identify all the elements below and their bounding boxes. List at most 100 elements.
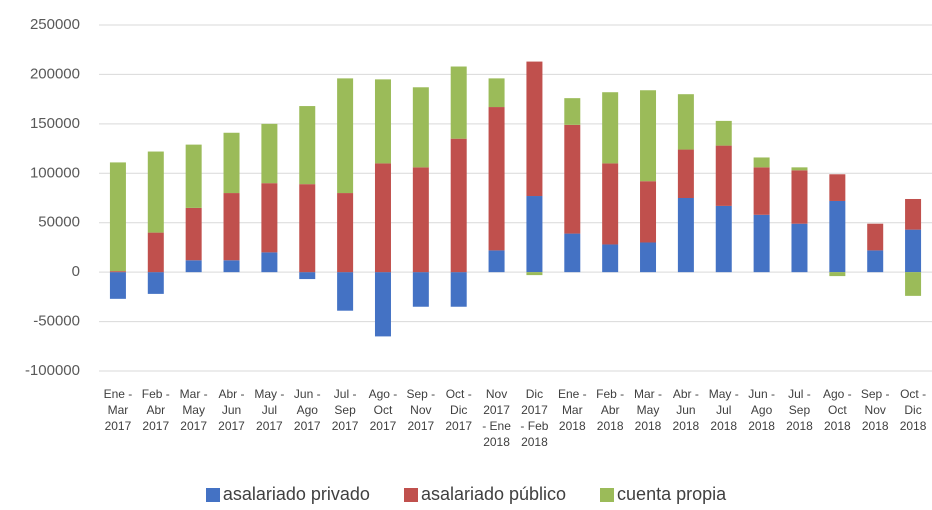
bar	[526, 196, 543, 273]
bar	[526, 272, 543, 276]
bar	[677, 94, 694, 150]
x-tick-label: Dic 2017 - Feb 2018	[520, 387, 549, 449]
bar	[640, 90, 657, 182]
bar	[261, 123, 278, 184]
bar	[602, 92, 619, 164]
legend-item: cuenta propia	[600, 484, 726, 505]
x-tick-label: Jun - Ago 2017	[293, 387, 321, 433]
bar	[299, 184, 316, 273]
legend-item: asalariado privado	[205, 484, 370, 505]
x-tick-label: Sep - Nov 2017	[406, 387, 436, 433]
bar	[602, 244, 619, 273]
bar	[829, 174, 846, 201]
bar	[223, 193, 240, 261]
legend-item: asalariado público	[403, 484, 566, 505]
bar	[374, 79, 391, 164]
bar	[677, 198, 694, 273]
bar	[185, 207, 202, 261]
x-tick-label: Ago - Oct 2017	[368, 387, 398, 433]
bar	[109, 271, 126, 273]
bar	[337, 78, 354, 194]
bar	[602, 163, 619, 245]
x-tick-label: Jul - Sep 2017	[331, 387, 359, 433]
y-tick-label: 50000	[38, 214, 80, 231]
bar	[147, 151, 164, 233]
bar	[715, 145, 732, 206]
bar	[640, 242, 657, 273]
y-tick-label: -50000	[33, 313, 80, 330]
bar	[374, 163, 391, 273]
bar	[905, 272, 922, 296]
x-tick-label: Ene - Mar 2017	[103, 387, 133, 433]
x-tick-label: May - Jul 2018	[708, 387, 739, 433]
x-tick-label: Jul - Sep 2018	[786, 387, 813, 433]
bar	[791, 223, 808, 273]
bar	[412, 167, 429, 273]
x-tick-label: Abr - Jun 2017	[218, 387, 245, 433]
bar	[147, 272, 164, 294]
bar	[147, 232, 164, 273]
bar	[299, 272, 316, 280]
y-tick-label: 100000	[30, 164, 80, 181]
bar	[867, 250, 884, 273]
bar	[261, 252, 278, 273]
bar	[488, 107, 505, 251]
x-tick-label: Mar - May 2017	[179, 387, 208, 433]
legend-swatch	[403, 487, 418, 502]
bar	[412, 272, 429, 307]
x-tick-label: Jun - Ago 2018	[748, 387, 775, 433]
x-tick-label: Mar - May 2018	[634, 387, 663, 433]
bar	[185, 144, 202, 208]
x-tick-label: Feb - Abr 2018	[596, 387, 625, 433]
y-tick-label: -100000	[25, 362, 80, 379]
bar	[829, 200, 846, 273]
bar	[185, 260, 202, 273]
bar	[450, 138, 467, 273]
bar	[564, 124, 581, 234]
x-tick-label: Oct - Dic 2017	[445, 387, 473, 433]
legend-swatch	[205, 487, 220, 502]
bar	[753, 157, 770, 168]
bar	[867, 223, 884, 251]
bar	[564, 98, 581, 125]
bar	[223, 260, 240, 273]
bar	[753, 167, 770, 215]
bar	[791, 170, 808, 224]
x-tick-label: Oct - Dic 2018	[899, 387, 927, 433]
y-tick-label: 150000	[30, 115, 80, 132]
legend-label: asalariado privado	[222, 484, 370, 504]
legend-swatch	[600, 487, 615, 502]
bar	[526, 61, 543, 197]
bar	[223, 132, 240, 194]
bar	[905, 229, 922, 273]
bar	[299, 106, 316, 185]
bar	[374, 272, 391, 337]
legend-label: cuenta propia	[617, 484, 727, 504]
bar	[753, 214, 770, 273]
bar	[715, 120, 732, 146]
x-tick-label: Ene - Mar 2018	[557, 387, 587, 433]
bar	[488, 250, 505, 273]
x-tick-label: Sep - Nov 2018	[860, 387, 890, 433]
x-tick-label: Ago - Oct 2018	[822, 387, 852, 433]
x-tick-label: Nov 2017 - Ene 2018	[482, 387, 511, 449]
bar	[412, 87, 429, 168]
bar	[677, 149, 694, 198]
bar	[564, 233, 581, 273]
bar	[450, 272, 467, 307]
bar	[905, 198, 922, 230]
x-tick-label: Feb - Abr 2017	[141, 387, 170, 433]
y-tick-label: 0	[72, 263, 80, 280]
bar	[829, 272, 846, 277]
bar	[109, 272, 126, 299]
x-tick-label: May - Jul 2017	[254, 387, 285, 433]
bar	[450, 66, 467, 139]
y-tick-label: 250000	[30, 16, 80, 33]
bar	[337, 193, 354, 273]
bar	[337, 272, 354, 311]
bar	[640, 181, 657, 243]
bar	[488, 78, 505, 108]
y-tick-label: 200000	[30, 65, 80, 82]
